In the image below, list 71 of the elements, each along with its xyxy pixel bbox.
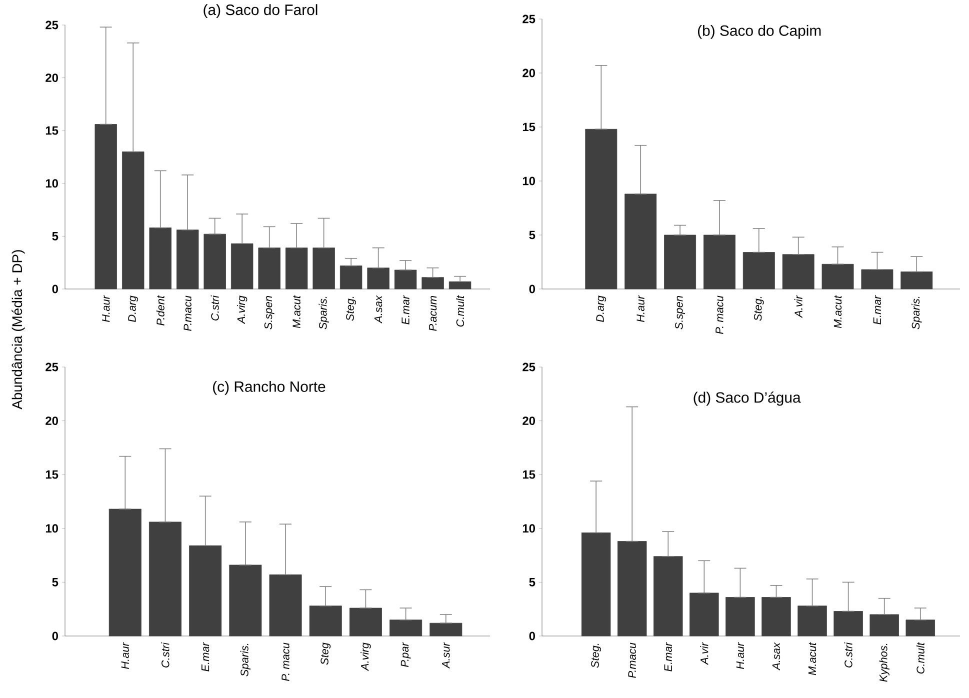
x-tick-label: C.mult xyxy=(456,295,464,327)
y-tick-label: 0 xyxy=(52,284,58,294)
text: (d) Saco D’água xyxy=(694,392,801,406)
y-tick-label: 5 xyxy=(52,232,58,240)
y-tick-label: 25 xyxy=(522,362,536,372)
y-tick-label: 15 xyxy=(46,470,58,479)
y-tick-label: 25 xyxy=(46,20,58,30)
y-tick-label: 15 xyxy=(46,126,58,135)
x-tick-label: Sparis. xyxy=(912,296,922,330)
x-tick-label: H.aur xyxy=(102,295,110,322)
chart-title: (b) Saco do Capim xyxy=(698,24,821,39)
y-tick-label: 5 xyxy=(529,578,536,586)
x-tick-label: C.stri xyxy=(210,295,219,320)
x-tick-label: S.spen xyxy=(675,296,685,330)
y-tick-label: 0 xyxy=(52,632,58,640)
x-tick-label: A.vir xyxy=(700,642,708,665)
x-tick-label: M.acut xyxy=(834,295,842,328)
x-tick-label: P.acum xyxy=(428,296,437,331)
x-tick-label: A.sur xyxy=(442,642,450,669)
x-tick-label: Steg. xyxy=(591,644,602,668)
y-tick-label: 20 xyxy=(522,416,535,426)
x-tick-label: A.virg xyxy=(360,642,371,672)
y-tick-label: 15 xyxy=(522,470,536,479)
x-tick-label: P.par xyxy=(400,642,411,667)
y-tick-label: 20 xyxy=(522,68,535,78)
x-tick-label: Steg. xyxy=(346,296,356,321)
y-tick-label: 5 xyxy=(52,578,58,586)
y-tick-label: 20 xyxy=(46,74,58,82)
x-tick-label: Steg xyxy=(320,642,331,665)
x-tick-label: Sparis. xyxy=(318,296,329,330)
x-tick-label: D.arg xyxy=(596,296,606,322)
x-tick-label: Steg. xyxy=(754,296,764,321)
y-tick-label: 10 xyxy=(522,176,535,186)
x-tick-label: M.acut xyxy=(292,295,300,328)
x-tick-label: H.aur xyxy=(121,642,129,669)
x-tick-label: C.stri xyxy=(844,642,852,668)
x-tick-label: A.sax xyxy=(374,295,382,324)
x-tick-label: A.sax xyxy=(772,642,780,670)
x-tick-label: M.acut xyxy=(808,642,816,676)
x-tick-label: C.mult xyxy=(916,642,924,674)
text: (c) Rancho Norte xyxy=(213,380,326,395)
x-tick-label: S.spen xyxy=(264,296,274,330)
y-tick-label: 0 xyxy=(529,284,535,294)
x-tick-label: P. macu xyxy=(282,642,290,681)
x-tick-label: A.vir xyxy=(794,295,802,318)
y-tick-label: 5 xyxy=(529,230,536,240)
x-tick-label: H.aur xyxy=(636,295,644,322)
y-tick-label: 0 xyxy=(529,632,535,640)
y-tick-label: 15 xyxy=(522,122,536,132)
x-tick-label: E.mar xyxy=(402,295,410,324)
x-tick-label: A.virg xyxy=(236,296,248,324)
x-tick-label: E.mar xyxy=(202,642,210,672)
x-tick-label: P.dent xyxy=(156,295,164,326)
y-tick-label: 20 xyxy=(46,416,58,426)
x-tick-label: E.mar xyxy=(664,642,672,672)
y-tick-label: 10 xyxy=(46,179,58,188)
y-axis-title: Abundância (Média + DP) xyxy=(12,250,25,410)
x-tick-label: P.macu xyxy=(628,642,636,678)
y-tick-label: 10 xyxy=(522,524,535,533)
x-tick-label: D.arg xyxy=(128,296,138,322)
y-tick-label: 25 xyxy=(46,362,58,372)
y-tick-label: 25 xyxy=(522,14,536,24)
y-tick-label: 10 xyxy=(46,524,58,533)
x-tick-label: Sparis. xyxy=(240,644,251,676)
x-tick-label: C.stri xyxy=(161,642,170,668)
x-tick-label: Kyphos. xyxy=(879,644,890,682)
x-tick-label: E.mar xyxy=(873,295,882,324)
x-tick-label: H.aur xyxy=(736,642,744,669)
x-tick-label: P. macu xyxy=(716,296,724,334)
chart-title: (a) Saco do Farol xyxy=(204,4,318,18)
x-tick-label: P.macu xyxy=(184,296,192,331)
